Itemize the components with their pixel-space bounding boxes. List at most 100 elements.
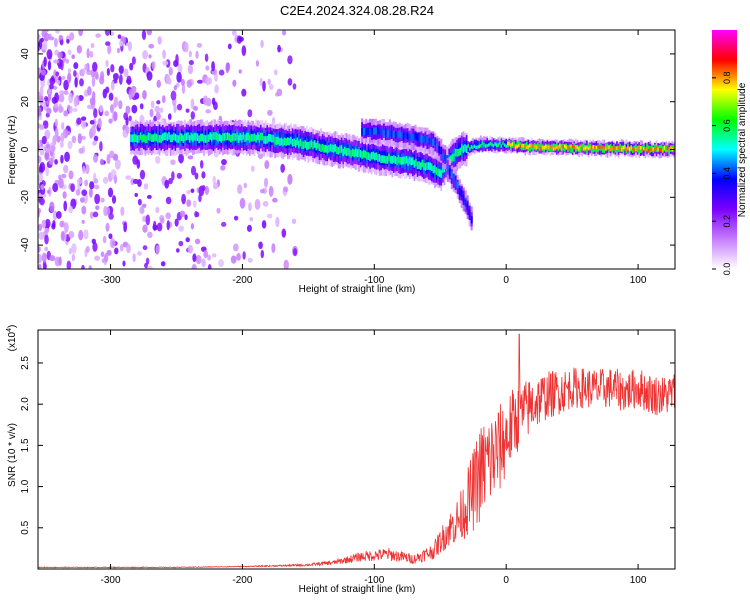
heatmap-noise-cell xyxy=(156,100,161,105)
heatmap-trace-cell xyxy=(269,134,272,142)
heatmap-trace-cell xyxy=(252,133,254,142)
heatmap-trace-cell xyxy=(422,135,425,143)
heatmap-noise-cell xyxy=(52,135,57,146)
heatmap-trace-cell xyxy=(361,151,364,159)
heatmap-y-tick-label: -20 xyxy=(20,190,31,205)
heatmap-trace-cell xyxy=(294,140,297,148)
heatmap-noise-cell xyxy=(56,79,61,85)
heatmap-trace-cell xyxy=(540,142,542,149)
heatmap-noise-cell xyxy=(73,62,79,70)
colorbar-tick-label: 0.8 xyxy=(722,72,732,85)
heatmap-trace-cell xyxy=(198,135,201,144)
heatmap-trace-cell xyxy=(154,133,156,141)
heatmap-trace-cell xyxy=(434,137,437,146)
colorbar-strip xyxy=(712,30,737,269)
heatmap-trace-cell xyxy=(298,140,300,149)
heatmap-trace-cell xyxy=(464,144,466,152)
heatmap-trace-cell xyxy=(404,130,407,138)
heatmap-trace-cell xyxy=(514,145,517,149)
heatmap-trace-cell xyxy=(633,148,636,152)
heatmap-noise-cell xyxy=(237,184,243,195)
heatmap-noise-cell xyxy=(88,187,93,198)
heatmap-trace-cell xyxy=(215,132,218,141)
heatmap-trace-cell xyxy=(456,181,459,189)
heatmap-trace-cell xyxy=(195,133,197,141)
heatmap-trace-cell xyxy=(218,133,221,142)
heatmap-trace-cell xyxy=(149,133,151,141)
heatmap-trace-cell xyxy=(581,147,584,151)
heatmap-noise-cell xyxy=(104,252,109,263)
heatmap-trace-cell xyxy=(244,134,246,143)
heatmap-noise-cell xyxy=(38,105,42,116)
heatmap-noise-cell xyxy=(259,188,265,194)
heatmap-noise-cell xyxy=(117,34,122,39)
heatmap-noise-cell xyxy=(116,47,121,54)
heatmap-trace-cell xyxy=(380,127,383,135)
heatmap-trace-cell xyxy=(432,165,435,174)
heatmap-trace-cell xyxy=(617,146,620,150)
heatmap-noise-cell xyxy=(184,214,188,221)
heatmap-noise-cell xyxy=(142,49,149,60)
heatmap-trace-cell xyxy=(386,156,389,164)
heatmap-noise-cell xyxy=(81,135,86,140)
heatmap-noise-cell xyxy=(80,119,87,129)
heatmap-trace-cell xyxy=(391,156,394,164)
heatmap-trace-cell xyxy=(619,143,622,151)
heatmap-marks xyxy=(38,30,675,269)
heatmap-trace-cell xyxy=(400,157,403,165)
heatmap-noise-cell xyxy=(42,40,48,51)
heatmap-noise-cell xyxy=(198,194,202,203)
heatmap-trace-cell xyxy=(318,143,321,152)
heatmap-noise-cell xyxy=(149,108,154,118)
heatmap-noise-cell xyxy=(86,48,90,59)
heatmap-noise-cell xyxy=(112,72,119,81)
heatmap-trace-cell xyxy=(336,146,338,154)
heatmap-trace-cell xyxy=(647,145,650,152)
heatmap-noise-cell xyxy=(167,113,172,121)
heatmap-y-tick-label: 40 xyxy=(20,48,31,60)
heatmap-trace-cell xyxy=(348,148,351,157)
heatmap-noise-cell xyxy=(205,77,211,86)
heatmap-noise-cell xyxy=(78,229,84,241)
heatmap-trace-cell xyxy=(466,203,469,211)
heatmap-trace-cell xyxy=(437,168,440,177)
heatmap-noise-cell xyxy=(238,36,244,42)
heatmap-trace-cell xyxy=(632,146,634,151)
heatmap-trace-cell xyxy=(168,131,170,140)
heatmap-noise-cell xyxy=(81,264,85,269)
heatmap-trace-cell xyxy=(420,134,423,143)
heatmap-noise-cell xyxy=(185,108,190,113)
heatmap-trace-cell xyxy=(332,144,335,153)
heatmap-noise-cell xyxy=(41,252,47,263)
heatmap-trace-cell xyxy=(660,148,663,152)
heatmap-trace-cell xyxy=(396,157,398,165)
heatmap-trace-cell xyxy=(662,149,664,153)
heatmap-trace-cell xyxy=(386,130,389,138)
heatmap-noise-cell xyxy=(268,83,274,90)
heatmap-trace-cell xyxy=(476,140,479,147)
heatmap-trace-cell xyxy=(402,156,405,165)
heatmap-trace-cell xyxy=(410,133,413,141)
heatmap-trace-cell xyxy=(476,145,479,149)
heatmap-trace-cell xyxy=(646,144,648,151)
heatmap-trace-cell xyxy=(525,141,528,149)
heatmap-trace-cell xyxy=(540,147,542,151)
heatmap-trace-cell xyxy=(258,134,261,143)
heatmap-noise-cell xyxy=(147,265,153,269)
heatmap-noise-cell xyxy=(174,218,179,227)
heatmap-noise-cell xyxy=(142,215,147,223)
snr-x-tick-label: -100 xyxy=(364,575,384,586)
heatmap-noise-cell xyxy=(175,54,179,65)
heatmap-noise-cell xyxy=(110,64,115,73)
heatmap-trace-cell xyxy=(358,149,360,157)
heatmap-trace-cell xyxy=(647,149,650,153)
heatmap-trace-cell xyxy=(431,163,433,172)
heatmap-noise-cell xyxy=(55,71,60,77)
heatmap-trace-cell xyxy=(457,148,460,157)
heatmap-noise-cell xyxy=(76,44,82,54)
heatmap-trace-cell xyxy=(418,135,421,143)
heatmap-noise-cell xyxy=(190,111,196,120)
heatmap-trace-cell xyxy=(529,144,531,152)
heatmap-trace-cell xyxy=(223,132,226,141)
heatmap-trace-cell xyxy=(494,142,496,146)
